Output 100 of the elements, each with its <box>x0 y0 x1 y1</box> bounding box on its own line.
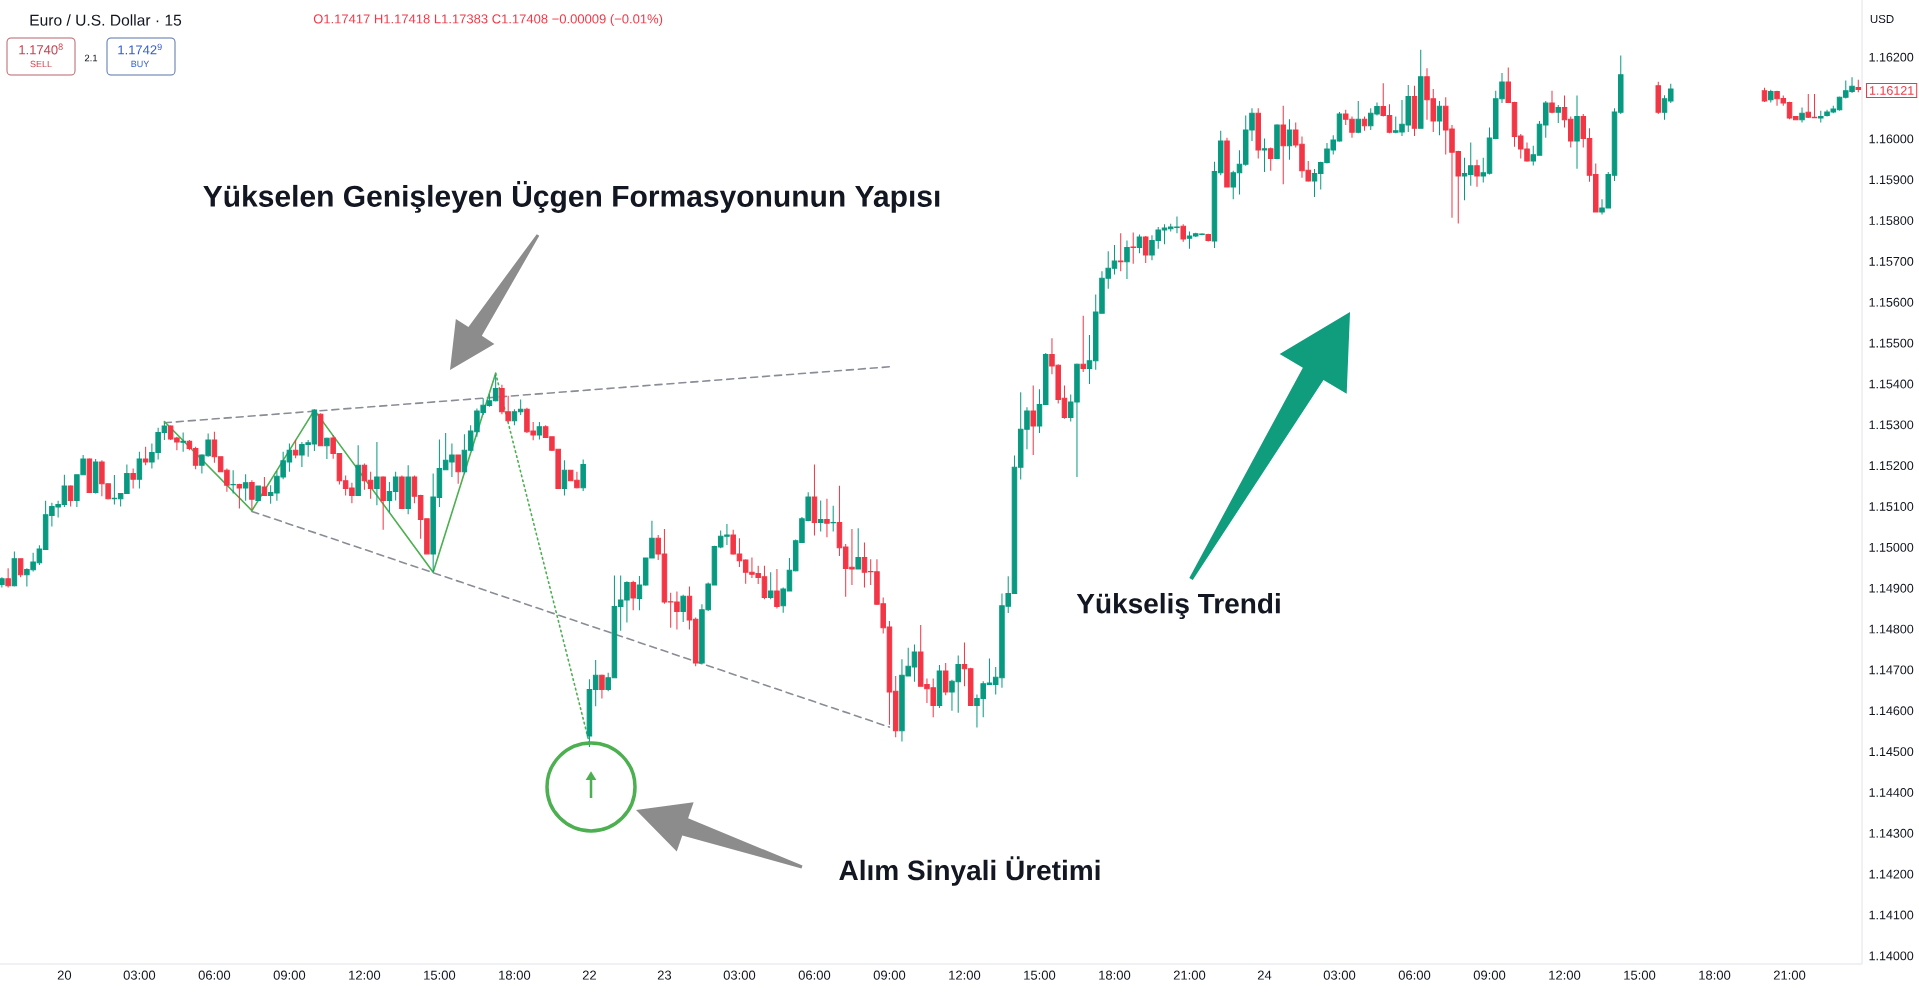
x-tick-label: 22 <box>582 970 596 980</box>
candlestick <box>1180 223 1186 243</box>
y-tick-label: 1.14400 <box>1869 788 1914 797</box>
y-tick-label: 1.14800 <box>1869 624 1914 634</box>
x-tick-label: 18:00 <box>1099 970 1131 980</box>
x-tick-label: 18:00 <box>499 970 531 980</box>
x-tick-label: 06:00 <box>798 970 831 980</box>
text: 1.16121 <box>1869 86 1914 95</box>
y-tick-label: 1.14100 <box>1869 910 1914 920</box>
y-tick-label: 1.14600 <box>1869 706 1914 716</box>
candlestick <box>255 485 261 502</box>
candlestick <box>1411 85 1418 137</box>
candlestick <box>86 457 93 494</box>
y-tick-label: 1.14500 <box>1869 747 1914 757</box>
candlestick <box>1655 81 1662 115</box>
candlestick <box>936 664 943 709</box>
annotation: Alım Sinyali Üretimi <box>839 856 1100 886</box>
x-tick-label: 15:00 <box>424 970 456 980</box>
annotation: Yükseliş Trendi <box>1076 592 1280 620</box>
candlestick <box>292 439 299 459</box>
candlestick <box>455 454 461 485</box>
candlestick <box>630 580 636 611</box>
y-tick-label: 1.15100 <box>1869 502 1914 511</box>
candlestick <box>317 412 324 447</box>
candlestick <box>1418 49 1424 129</box>
candlestick <box>0 576 5 588</box>
candlestick <box>242 473 249 502</box>
candlestick <box>599 673 605 699</box>
x-tick-label: 06:00 <box>198 970 231 980</box>
candlestick <box>1761 87 1768 103</box>
candlestick <box>830 505 836 532</box>
candlestick <box>249 479 255 511</box>
candlestick <box>1130 231 1136 265</box>
candlestick <box>1136 233 1143 254</box>
candlestick <box>1574 95 1580 170</box>
candlestick <box>855 527 861 570</box>
candlestick <box>324 436 330 460</box>
candlestick <box>1855 79 1862 93</box>
x-tick-label: 20 <box>57 970 72 980</box>
candlestick <box>5 567 11 588</box>
x-tick-label: 12:00 <box>349 970 381 980</box>
candlestick <box>136 451 143 490</box>
candlestick <box>1274 123 1280 160</box>
x-tick-label: 15:00 <box>1624 970 1656 980</box>
x-tick-label: 09:00 <box>273 970 306 980</box>
candlestick <box>1224 137 1230 188</box>
candlestick <box>580 459 586 492</box>
candlestick <box>374 441 380 506</box>
annotation: 1.1740$^{8}$ <box>19 43 63 55</box>
candlestick <box>1355 100 1361 134</box>
candlestick <box>1030 385 1036 456</box>
y-tick-label: 1.14000 <box>1869 951 1914 961</box>
candlestick <box>811 463 818 536</box>
candlestick <box>942 662 949 696</box>
y-tick-label: 1.14300 <box>1869 828 1914 838</box>
x-tick-label: 09:00 <box>1473 970 1506 980</box>
candlestick <box>1286 118 1293 161</box>
candlestick <box>1436 100 1443 136</box>
candlestick <box>11 550 18 588</box>
annotation: Yükselen Genişleyen Üçgen Formasyonunun Yapısı <box>203 181 940 213</box>
annotation: 2.1 <box>84 54 98 62</box>
x-tick-label: 03:00 <box>1323 970 1356 980</box>
candlestick <box>774 568 780 610</box>
candlestick <box>92 458 99 494</box>
y-tick-label: 1.15000 <box>1869 542 1914 552</box>
y-tick-label: 1.16000 <box>1869 134 1914 144</box>
candlestick <box>67 484 74 508</box>
y-tick-label: 1.15500 <box>1869 338 1914 348</box>
candlestick <box>130 468 136 490</box>
candlestick <box>17 557 24 578</box>
y-tick-label: 1.14900 <box>1869 583 1914 593</box>
candlestick <box>180 432 186 453</box>
x-tick-label: 15:00 <box>1024 970 1056 980</box>
x-tick-label: 12:00 <box>949 970 981 980</box>
candlestick <box>1205 233 1211 242</box>
candlestick <box>817 499 824 532</box>
y-tick-label: 1.15700 <box>1869 257 1914 266</box>
x-tick-label: 06:00 <box>1398 970 1431 980</box>
annotation: 1.1742$^{9}$ <box>118 43 162 55</box>
candlestick <box>405 464 411 515</box>
y-tick-label: 1.15800 <box>1869 216 1914 225</box>
text: O1.17417 H1.17418 L1.17383 C1.17408 −0.00009 (−0.01%) <box>313 13 663 27</box>
x-tick-label: 03:00 <box>723 970 756 980</box>
candlestick <box>1799 106 1805 124</box>
x-tick-label: 24 <box>1257 970 1272 980</box>
x-tick-label: 21:00 <box>1773 970 1806 980</box>
y-tick-label: 1.14700 <box>1869 665 1914 675</box>
candlestick <box>380 475 386 531</box>
y-tick-label: 1.15600 <box>1869 297 1914 307</box>
candlestick <box>399 474 405 510</box>
candlestick <box>1768 89 1774 104</box>
candlestick <box>1361 115 1368 132</box>
candlestick <box>1818 110 1824 124</box>
candlestick <box>261 476 268 497</box>
candlestick <box>767 571 774 600</box>
candlestick <box>1080 315 1086 373</box>
candlestick <box>355 444 361 496</box>
candlestick <box>1124 240 1130 280</box>
y-tick-label: 1.15900 <box>1869 175 1914 185</box>
annotation: SELL <box>30 60 52 68</box>
